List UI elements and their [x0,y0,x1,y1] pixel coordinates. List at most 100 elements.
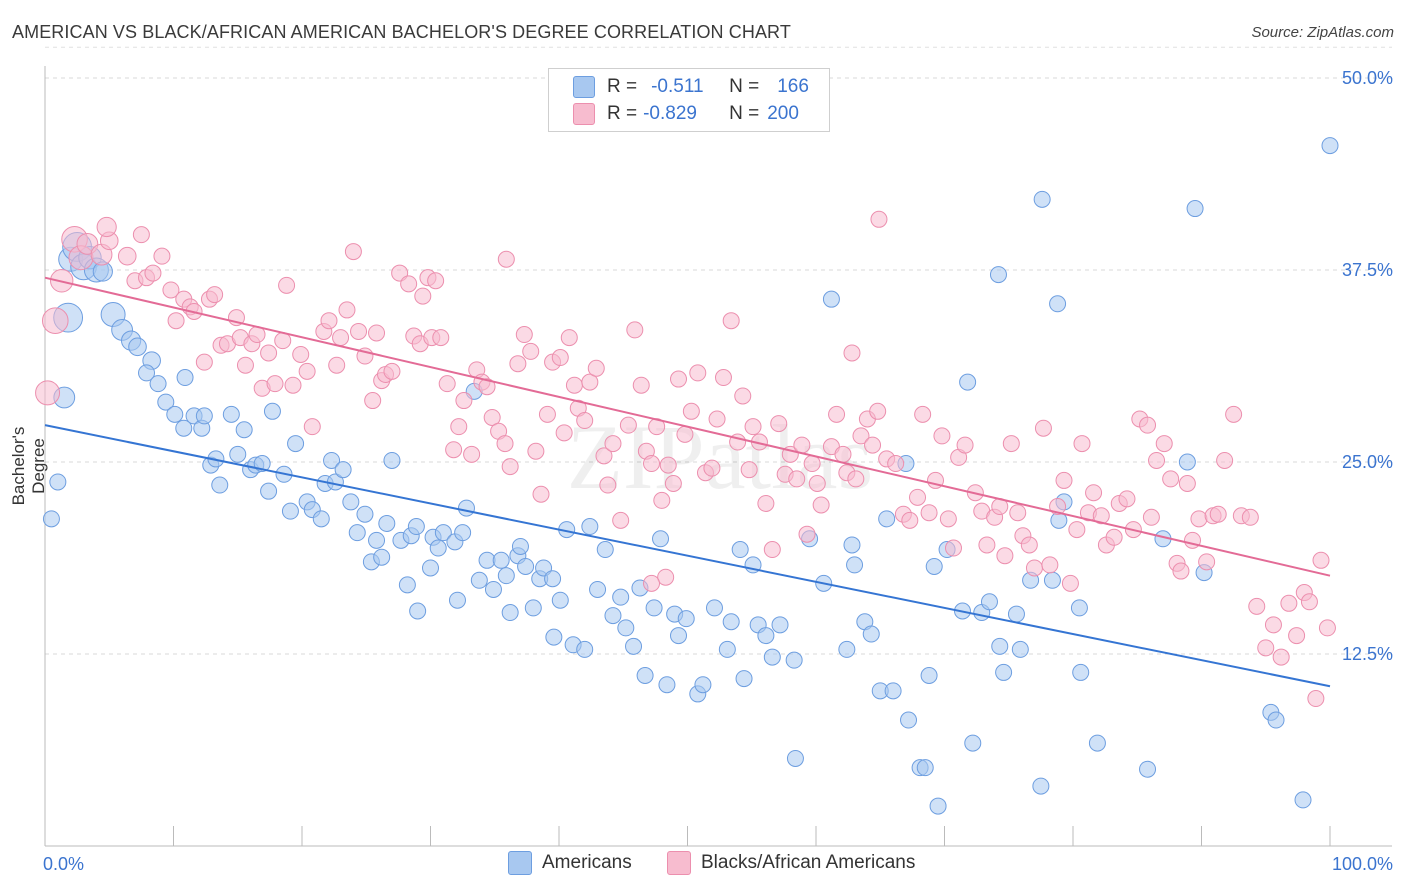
american-point [492,551,510,569]
american-point [470,571,488,589]
american-point [263,402,281,420]
americans-legend-label: Americans [542,852,632,873]
american-point [991,637,1009,655]
american-point [348,524,366,542]
american-point [843,536,861,554]
black-point [509,355,527,373]
american-point [785,651,803,669]
black-point [1198,553,1216,571]
black-point [1209,505,1227,523]
american-point [822,290,840,308]
americans-legend-swatch [508,851,532,875]
american-point [211,476,229,494]
y-tick-label: 37.5% [1342,260,1393,280]
american-point [838,640,856,658]
american-point [434,524,452,542]
black-point [455,392,473,410]
american-point [409,602,427,620]
american-point [576,640,594,658]
chart-title: AMERICAN VS BLACK/AFRICAN AMERICAN BACHE… [12,22,791,42]
american-point [705,599,723,617]
american-point [222,405,240,423]
black-point [1190,510,1208,528]
black-point [1105,528,1123,546]
american-point [959,373,977,391]
american-point [1070,599,1088,617]
black-point [869,402,887,420]
y-tick-label: 12.5% [1342,644,1393,664]
american-point [457,499,475,517]
black-point [478,378,496,396]
black-point [887,455,905,473]
black-point [870,210,888,228]
blacks-legend-label: Blacks/African Americans [701,852,916,873]
black-point [501,458,519,476]
black-point [1073,435,1091,453]
black-point [1068,521,1086,539]
american-point [995,663,1013,681]
black-point [298,362,316,380]
black-point [350,322,368,340]
black-point [1092,507,1110,525]
black-point [659,456,677,474]
black-point [944,539,962,557]
american-point [128,337,147,357]
american-point [149,375,167,393]
black-point [383,362,401,380]
american-point [478,551,496,569]
black-point [206,286,224,304]
black-point [35,380,61,406]
y-tick-label: 50.0% [1342,68,1393,88]
black-point [734,387,752,405]
black-point [1172,562,1190,580]
black-point [162,281,180,299]
black-point [1002,435,1020,453]
blacks-n-value: 200 [767,103,799,124]
american-point [878,510,896,528]
black-point [236,356,254,374]
axes [44,66,1392,847]
american-point [617,619,635,637]
black-point [576,412,594,430]
black-point [1155,435,1173,453]
american-point [1088,734,1106,752]
black-point [1307,690,1325,708]
american-point [229,445,247,463]
american-point [1011,640,1029,658]
american-point [604,607,622,625]
x-tick-label-max: 100.0% [1332,854,1393,874]
black-point [793,436,811,454]
american-point [1033,190,1051,208]
black-point [1241,508,1259,526]
american-point [625,637,643,655]
american-point [1178,453,1196,471]
black-point [1034,419,1052,437]
american-point [1049,295,1067,313]
american-point [612,588,630,606]
american-point [735,670,753,688]
blacks-points [35,210,1336,708]
black-point [532,485,550,503]
black-point [1020,536,1038,554]
black-point [153,247,171,265]
american-point [422,559,439,577]
american-point [195,407,213,425]
black-point [812,496,830,514]
black-point [328,356,346,374]
black-point [432,329,450,347]
black-point [901,511,919,529]
black-point [1025,559,1043,577]
black-point [278,276,296,294]
american-point [920,667,938,685]
black-point [1264,616,1282,634]
american-point [176,369,194,387]
american-point [1007,605,1025,623]
american-point [916,759,934,777]
american-point [925,557,943,575]
american-point [235,421,253,439]
black-point [555,424,573,442]
black-point [670,370,688,388]
black-point [1041,556,1059,574]
black-point [619,416,637,434]
